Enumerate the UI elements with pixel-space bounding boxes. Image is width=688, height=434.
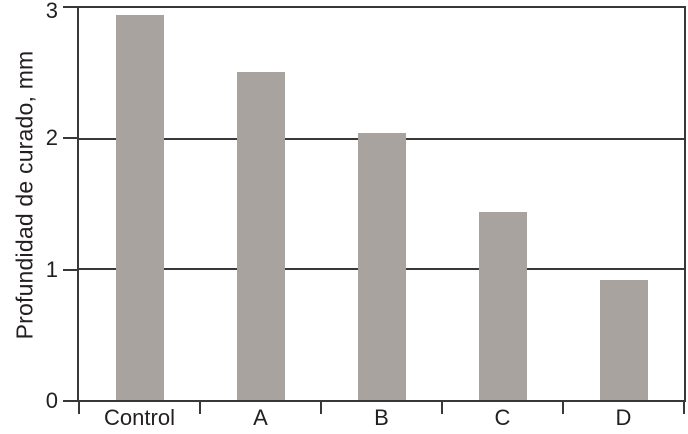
bar-b (357, 133, 406, 400)
x-tick-5 (683, 402, 685, 414)
y-tick-label-0: 0 (45, 388, 58, 413)
x-category-label-control: Control (104, 405, 175, 430)
y-tick-2 (63, 137, 78, 140)
x-category-label-b: B (374, 405, 389, 430)
x-category-label-c: C (494, 405, 511, 430)
x-tick-4 (562, 402, 564, 414)
y-tick-label-1: 1 (45, 256, 58, 282)
x-tick-0 (78, 402, 80, 414)
x-tick-1 (199, 402, 201, 414)
y-tick-1 (63, 268, 78, 271)
x-category-label-a: A (253, 405, 268, 430)
bars-layer (79, 8, 684, 400)
plot-area (77, 6, 686, 402)
bar-c (478, 211, 527, 400)
y-tick-3 (63, 6, 78, 8)
x-category-label-d: D (615, 405, 632, 430)
bar-d (599, 279, 648, 400)
y-tick-0 (63, 400, 78, 402)
y-axis-title: Profundidad de curado, mm (11, 50, 38, 340)
bar-control (115, 14, 164, 400)
x-tick-2 (320, 402, 322, 414)
bar-a (236, 72, 285, 400)
y-tick-label-3: 3 (45, 0, 58, 23)
x-tick-3 (441, 402, 443, 414)
y-tick-label-2: 2 (45, 125, 58, 151)
